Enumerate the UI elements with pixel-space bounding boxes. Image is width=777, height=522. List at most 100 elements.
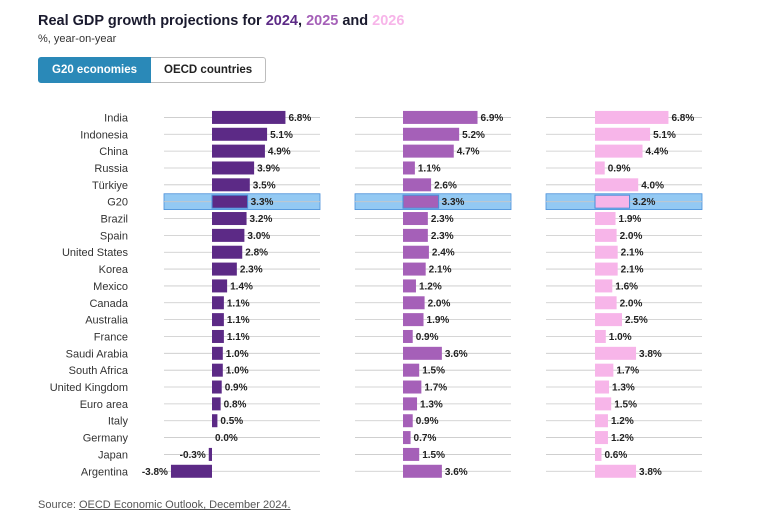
bar-2025[interactable] xyxy=(403,397,418,411)
bar-2026[interactable] xyxy=(595,397,612,411)
bar-2025[interactable] xyxy=(403,447,420,461)
chart-subtitle: %, year-on-year xyxy=(38,33,117,45)
bar-2026[interactable] xyxy=(595,279,613,293)
bar-2026[interactable] xyxy=(595,127,651,141)
value-label-2025: 3.6% xyxy=(445,467,468,478)
bar-2026[interactable] xyxy=(595,414,608,428)
bar-2025[interactable] xyxy=(403,262,426,276)
category-label: Russia xyxy=(94,163,129,175)
category-label: Mexico xyxy=(93,281,128,293)
bar-2024[interactable] xyxy=(212,279,228,293)
bar-2025[interactable] xyxy=(403,431,411,445)
bar-2024[interactable] xyxy=(212,397,221,411)
value-label-2025: 5.2% xyxy=(462,130,485,141)
source-note: Source: OECD Economic Outlook, December … xyxy=(38,499,291,511)
bar-2025[interactable] xyxy=(402,194,440,209)
bar-2025[interactable] xyxy=(403,245,429,259)
bar-2026[interactable] xyxy=(594,194,631,209)
bar-2024[interactable] xyxy=(212,346,223,360)
bar-2024[interactable] xyxy=(212,161,255,175)
bar-2025[interactable] xyxy=(403,161,415,175)
bar-2026[interactable] xyxy=(595,161,605,175)
bar-2026[interactable] xyxy=(595,363,614,377)
bar-2024[interactable] xyxy=(211,194,249,209)
tab-oecd-countries[interactable]: OECD countries xyxy=(151,57,267,83)
value-label-2025: 2.3% xyxy=(431,231,454,242)
bar-2024[interactable] xyxy=(212,380,222,394)
bar-2026[interactable] xyxy=(595,110,669,124)
chart-title: Real GDP growth projections for 2024, 20… xyxy=(38,13,404,29)
bar-2025[interactable] xyxy=(403,380,422,394)
value-label-2026: 1.0% xyxy=(609,332,632,343)
bar-2024[interactable] xyxy=(212,127,268,141)
bar-2024[interactable] xyxy=(170,464,212,478)
value-label-2025: 1.5% xyxy=(422,450,445,461)
bar-2024[interactable] xyxy=(208,447,212,461)
bar-2024[interactable] xyxy=(212,296,224,310)
source-link[interactable]: OECD Economic Outlook, December 2024. xyxy=(78,499,291,511)
value-label-2024: 0.8% xyxy=(224,399,247,410)
bar-2025[interactable] xyxy=(403,313,424,327)
bar-2025[interactable] xyxy=(403,212,428,226)
bar-2026[interactable] xyxy=(595,178,639,192)
bar-2024[interactable] xyxy=(212,228,245,242)
bar-2024[interactable] xyxy=(212,313,224,327)
bar-2025[interactable] xyxy=(403,363,420,377)
value-label-2024: 3.9% xyxy=(257,163,280,174)
bar-2024[interactable] xyxy=(212,363,223,377)
bar-2026[interactable] xyxy=(595,245,618,259)
bar-2026[interactable] xyxy=(595,380,610,394)
bar-2024[interactable] xyxy=(212,212,247,226)
bar-2026[interactable] xyxy=(595,296,617,310)
bar-2024[interactable] xyxy=(212,414,218,428)
category-label: Argentina xyxy=(81,466,129,478)
bar-2026[interactable] xyxy=(595,144,643,158)
category-label: Italy xyxy=(108,416,129,428)
category-label: India xyxy=(104,112,129,124)
category-label: China xyxy=(99,146,129,158)
bar-2025[interactable] xyxy=(403,296,425,310)
bar-2025[interactable] xyxy=(403,279,416,293)
bar-2026[interactable] xyxy=(595,346,637,360)
bar-2024[interactable] xyxy=(212,110,286,124)
value-label-2026: 2.5% xyxy=(625,315,648,326)
bar-2024[interactable] xyxy=(212,178,250,192)
bar-2025[interactable] xyxy=(403,414,413,428)
bar-2024[interactable] xyxy=(212,262,237,276)
bar-2025[interactable] xyxy=(403,144,454,158)
bar-2026[interactable] xyxy=(595,212,616,226)
category-label: G20 xyxy=(107,197,128,209)
title-separator-1: , xyxy=(298,13,307,29)
value-label-2025: 1.3% xyxy=(420,399,443,410)
value-label-2026: 1.2% xyxy=(611,433,634,444)
bar-2024[interactable] xyxy=(212,245,243,259)
bar-2026[interactable] xyxy=(595,329,606,343)
bar-2025[interactable] xyxy=(403,228,428,242)
bar-2026[interactable] xyxy=(595,262,618,276)
bar-2025[interactable] xyxy=(403,464,442,478)
value-label-2024: 1.0% xyxy=(226,366,249,377)
bar-2026[interactable] xyxy=(595,447,602,461)
bar-2025[interactable] xyxy=(403,110,478,124)
bar-2026[interactable] xyxy=(595,464,637,478)
bar-2025[interactable] xyxy=(403,346,442,360)
bar-2024[interactable] xyxy=(212,329,224,343)
value-label-2025: 1.1% xyxy=(418,163,441,174)
bar-2025[interactable] xyxy=(403,127,460,141)
value-label-2026: 4.4% xyxy=(646,147,669,158)
category-label: Germany xyxy=(83,433,129,445)
title-year-2024: 2024 xyxy=(265,13,298,29)
value-label-2026: 4.0% xyxy=(641,180,664,191)
value-label-2026: 3.8% xyxy=(639,349,662,360)
bar-2026[interactable] xyxy=(595,228,617,242)
category-label: Türkiye xyxy=(92,180,128,192)
value-label-2026: 2.0% xyxy=(620,298,643,309)
value-label-2026: 2.1% xyxy=(621,248,644,259)
bar-2026[interactable] xyxy=(595,313,622,327)
bar-2026[interactable] xyxy=(595,431,608,445)
tab-g20-economies[interactable]: G20 economies xyxy=(38,57,152,83)
bar-2025[interactable] xyxy=(403,178,432,192)
bar-2024[interactable] xyxy=(212,144,265,158)
bar-2025[interactable] xyxy=(403,329,413,343)
